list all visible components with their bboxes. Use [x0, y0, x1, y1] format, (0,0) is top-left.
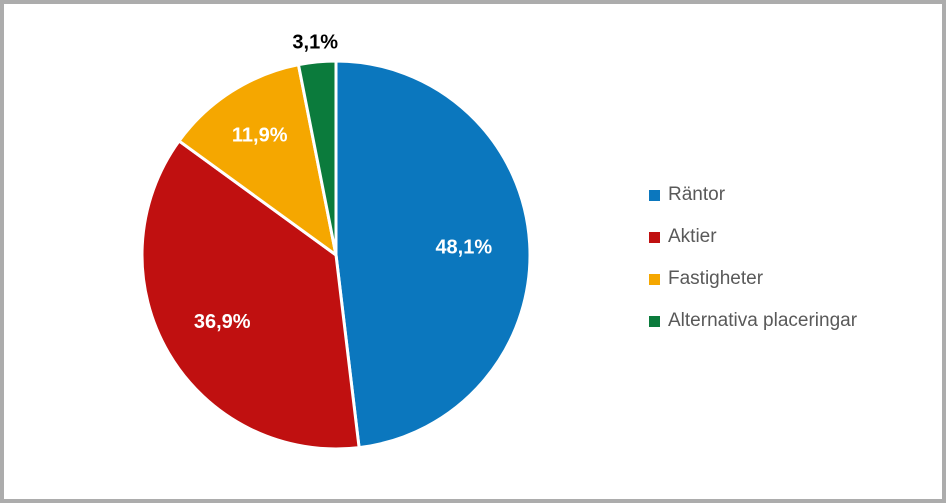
data-label-alternativa-placeringar: 3,1%	[292, 32, 338, 54]
legend-swatch-icon	[649, 231, 660, 243]
data-label-aktier: 36,9%	[194, 311, 251, 333]
legend-label: Fastigheter	[668, 268, 764, 289]
legend-item-rantor[interactable]: Räntor	[649, 184, 857, 206]
legend-label: Alternativa placeringar	[668, 310, 858, 331]
pie-chart-svg: 48,1% 36,9% 11,9% 3,1%	[140, 32, 532, 451]
pie-slice-fastigheter[interactable]	[177, 63, 338, 257]
pie-slice-rantor[interactable]	[334, 59, 532, 450]
pie-slice-aktier[interactable]	[140, 139, 361, 451]
legend-swatch-icon	[649, 189, 660, 201]
data-label-rantor: 48,1%	[435, 236, 492, 258]
legend-swatch-icon	[649, 273, 660, 285]
legend-item-fastigheter[interactable]: Fastigheter	[649, 268, 857, 290]
legend: Räntor Aktier Fastigheter Alternativa place…	[649, 184, 857, 352]
legend-swatch-icon	[649, 315, 660, 327]
legend-item-aktier[interactable]: Aktier	[649, 226, 857, 248]
pie-slice-alternativa-placeringar[interactable]	[296, 59, 338, 257]
legend-label: Aktier	[668, 226, 717, 247]
legend-item-alternativa-placeringar[interactable]: Alternativa placeringar	[649, 310, 857, 332]
legend-label: Räntor	[668, 184, 726, 205]
data-label-fastigheter: 11,9%	[232, 125, 288, 147]
